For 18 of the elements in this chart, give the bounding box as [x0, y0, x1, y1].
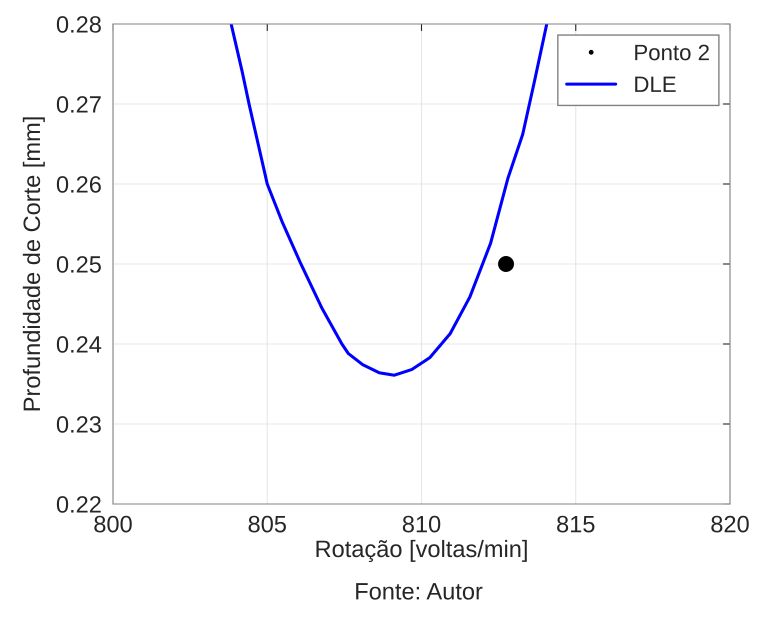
- y-tick-label: 0.22: [56, 496, 101, 513]
- legend-label: DLE: [635, 76, 676, 92]
- y-axis-title: Profundidade de Corte [mm]: [22, 117, 45, 410]
- x-tick-label: 805: [248, 516, 286, 532]
- x-axis-title: Rotação [voltas/min]: [316, 540, 527, 562]
- y-tick-label: 0.24: [56, 336, 102, 353]
- line-series: [230, 24, 548, 377]
- legend-label: Ponto 2: [635, 44, 709, 60]
- x-tick-label: 800: [94, 516, 132, 532]
- y-tick-label: 0.23: [56, 416, 101, 433]
- y-tick-label: 0.25: [56, 256, 101, 273]
- y-tick-label: 0.26: [56, 176, 101, 193]
- x-tick-label: 810: [402, 516, 440, 532]
- x-tick-label: 820: [711, 516, 749, 532]
- y-tick-label: 0.27: [56, 96, 101, 113]
- y-tick-label: 0.28: [56, 16, 101, 33]
- source-note: Fonte: Autor: [356, 583, 482, 600]
- x-tick-label: 815: [557, 516, 594, 532]
